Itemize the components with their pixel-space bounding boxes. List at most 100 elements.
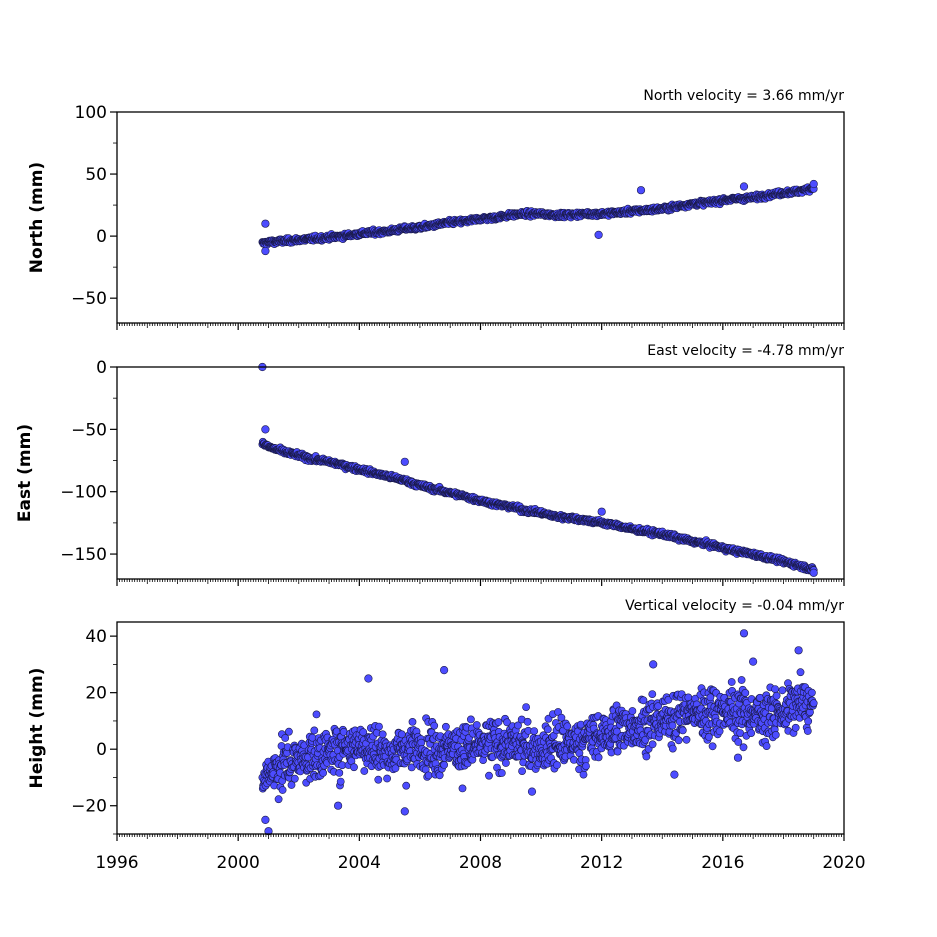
outlier-point	[597, 507, 606, 516]
y-tick-label: −100	[60, 483, 107, 503]
y-tick-label: 0	[96, 227, 107, 247]
data-point	[648, 740, 657, 749]
x-tick-label: 2020	[822, 853, 865, 873]
data-point	[494, 718, 503, 726]
outlier-point	[594, 230, 603, 239]
data-point	[290, 774, 299, 783]
y-tick-label: −150	[60, 545, 107, 565]
data-point	[808, 688, 816, 697]
data-point	[335, 769, 344, 777]
y-tick-label: −50	[71, 289, 107, 309]
height-ylabel: Height (mm)	[27, 668, 47, 789]
data-point	[274, 795, 283, 804]
data-point	[543, 725, 552, 734]
outlier-point	[733, 753, 743, 762]
y-tick-label: 40	[85, 627, 107, 647]
height-points	[258, 629, 818, 836]
outlier-point	[670, 770, 679, 779]
data-point	[553, 761, 561, 769]
data-point	[466, 715, 475, 724]
north-points	[258, 179, 818, 256]
data-point	[310, 726, 319, 735]
data-point	[278, 786, 287, 794]
data-point	[778, 686, 787, 695]
outlier-point	[636, 186, 646, 195]
data-point	[435, 771, 444, 780]
north-axes: −50 0 50 100	[71, 103, 845, 330]
x-tick-label: 1996	[95, 853, 138, 873]
data-point	[408, 718, 417, 726]
data-point	[383, 774, 391, 783]
outlier-point	[400, 457, 409, 466]
y-tick-label: −50	[71, 420, 107, 440]
data-point	[739, 743, 748, 752]
data-point	[804, 717, 813, 726]
y-tick-label: 20	[85, 684, 107, 704]
data-point	[430, 721, 439, 730]
data-point	[772, 691, 781, 700]
data-point	[747, 729, 756, 737]
outlier-point	[364, 674, 373, 683]
north-velocity-label: North velocity = 3.66 mm/yr	[643, 88, 844, 104]
data-point	[441, 722, 450, 731]
east-panel: −150 −100 −50 0 East (mm) East velocity = -…	[15, 343, 845, 586]
outlier-point	[739, 629, 749, 638]
data-point	[458, 784, 467, 793]
north-panel: −50 0 50 100 North (mm) North velocity = 3.…	[27, 88, 845, 330]
data-point	[485, 771, 493, 780]
data-point	[374, 775, 383, 784]
data-point	[336, 777, 345, 786]
data-point	[312, 710, 321, 719]
x-tick-label: 2004	[338, 853, 381, 873]
data-point	[809, 699, 818, 708]
data-point	[771, 685, 779, 693]
north-ylabel: North (mm)	[27, 162, 47, 273]
data-point	[350, 763, 358, 772]
data-point	[319, 769, 327, 777]
data-point	[563, 722, 572, 731]
data-point	[762, 742, 771, 750]
x-tick-label: 2000	[217, 853, 260, 873]
outlier-point	[261, 219, 270, 228]
east-ylabel: East (mm)	[15, 424, 35, 522]
outlier-point	[261, 815, 270, 825]
data-point	[579, 770, 588, 779]
data-point	[682, 735, 691, 744]
east-points	[258, 362, 818, 577]
outlier-point	[440, 665, 449, 675]
outlier-point	[649, 660, 658, 669]
data-point	[803, 727, 812, 735]
data-point	[727, 678, 736, 686]
outlier-point	[261, 425, 270, 434]
outlier-point	[334, 801, 343, 810]
height-panel: −20 0 20 40 1996 2000 2004 2008 2012 2016 2020 Hei…	[27, 598, 866, 873]
data-point	[582, 762, 590, 770]
data-point	[518, 767, 526, 775]
data-point	[375, 722, 383, 731]
data-point	[577, 720, 585, 729]
data-point	[360, 767, 369, 775]
data-point	[594, 753, 603, 762]
y-tick-label: 50	[85, 165, 107, 185]
outlier-point	[400, 807, 409, 816]
y-tick-label: 100	[75, 103, 107, 123]
data-point	[284, 727, 293, 736]
data-point	[708, 742, 717, 751]
data-point	[771, 731, 780, 739]
data-point	[628, 707, 637, 715]
outlier-point	[809, 179, 818, 189]
outlier-point	[794, 646, 803, 655]
x-tick-label: 2012	[580, 853, 623, 873]
data-point	[668, 744, 677, 753]
data-point	[530, 727, 539, 735]
data-point	[796, 668, 805, 677]
data-point	[674, 736, 683, 745]
data-point	[715, 727, 724, 736]
data-point	[791, 723, 800, 732]
data-point	[668, 721, 677, 730]
data-point	[501, 759, 510, 767]
outlier-point	[748, 657, 758, 666]
data-point	[402, 781, 411, 790]
y-tick-label: −20	[71, 797, 107, 817]
data-point	[642, 752, 651, 761]
